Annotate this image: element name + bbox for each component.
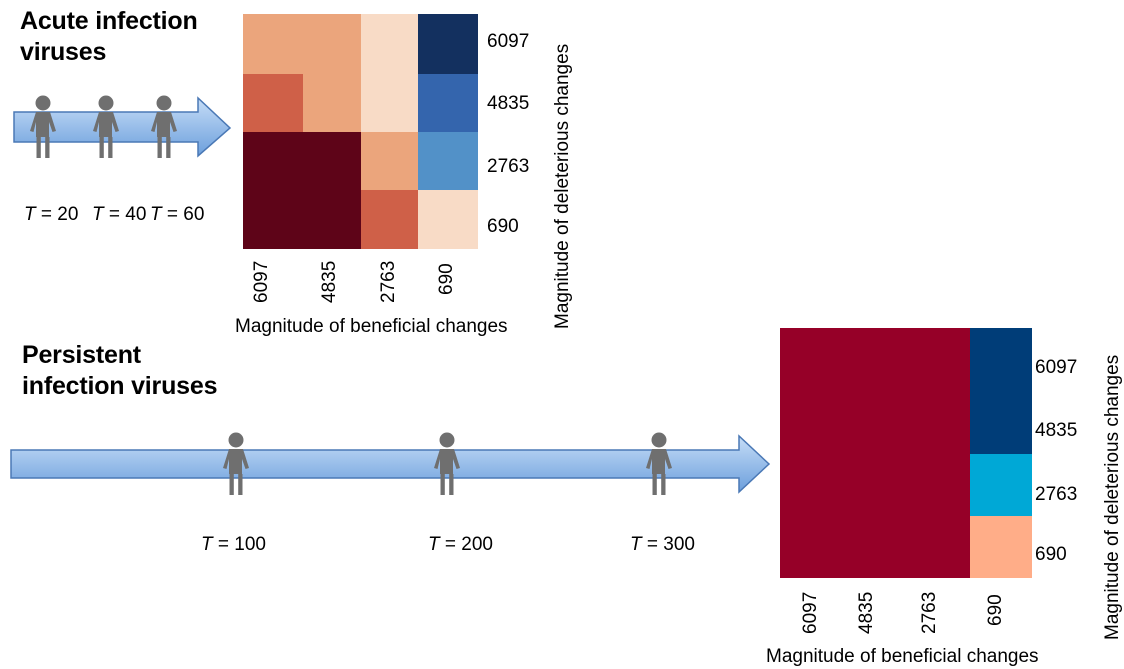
acute-heatmap-cell-x690-y4835	[418, 74, 478, 132]
acute-heatmap-cell-x690-y2763	[418, 132, 478, 190]
persistent-xtick-4: 690	[985, 594, 1006, 626]
persistent-heatmap-cell-x4835-y690	[843, 516, 907, 578]
acute-time-label-2: T = 40	[92, 204, 146, 226]
persistent-heatmap-cell-x4835-y6097	[843, 328, 907, 391]
persistent-person-icon-1	[222, 432, 250, 501]
persistent-title: Persistent infection viruses	[22, 340, 217, 402]
acute-title: Acute infection viruses	[20, 6, 198, 68]
acute-ytick-4: 690	[487, 216, 519, 237]
persistent-heatmap-cell-x6097-y690	[780, 516, 843, 578]
acute-ytick-2: 4835	[487, 93, 530, 114]
persistent-heatmap-cell-x2763-y690	[907, 516, 970, 578]
persistent-xlabel: Magnitude of beneficial changes	[766, 646, 1039, 667]
persistent-time-value-3: = 300	[641, 534, 695, 555]
persistent-heatmap-cell-x2763-y6097	[907, 328, 970, 391]
acute-time-var-2: T	[92, 204, 104, 225]
acute-time-var-1: T	[24, 204, 36, 225]
persistent-heatmap-cell-x690-y2763	[970, 454, 1032, 516]
acute-heatmap-cell-x6097-y4835	[243, 74, 303, 132]
acute-xtick-3: 2763	[378, 260, 399, 303]
persistent-xtick-1: 6097	[800, 591, 821, 634]
acute-heatmap-cell-x2763-y4835	[361, 74, 418, 132]
acute-heatmap-cell-x2763-y690	[361, 190, 418, 249]
persistent-heatmap-cell-x6097-y6097	[780, 328, 843, 391]
acute-person-icon-1	[29, 95, 57, 164]
acute-heatmap-cell-x6097-y2763	[243, 132, 303, 190]
acute-heatmap-cell-x690-y690	[418, 190, 478, 249]
acute-time-value-2: = 40	[103, 204, 147, 225]
persistent-ytick-2: 4835	[1035, 420, 1078, 441]
persistent-time-var-3: T	[630, 534, 642, 555]
acute-time-label-3: T = 60	[150, 204, 204, 226]
persistent-heatmap-cell-x690-y4835	[970, 391, 1032, 454]
acute-xlabel: Magnitude of beneficial changes	[235, 316, 508, 337]
acute-heatmap-cell-x4835-y690	[303, 190, 361, 249]
persistent-heatmap-cell-x2763-y4835	[907, 391, 970, 454]
acute-title-line1: Acute infection	[20, 7, 198, 35]
acute-heatmap-cell-x6097-y690	[243, 190, 303, 249]
persistent-heatmap-cell-x4835-y4835	[843, 391, 907, 454]
persistent-time-var-1: T	[201, 534, 213, 555]
acute-heatmap-cell-x2763-y2763	[361, 132, 418, 190]
acute-ylabel: Magnitude of deleterious changes	[552, 43, 573, 329]
acute-heatmap	[243, 14, 478, 249]
persistent-time-label-1: T = 100	[201, 534, 266, 556]
persistent-xtick-3: 2763	[919, 591, 940, 634]
persistent-xtick-2: 4835	[856, 591, 877, 634]
persistent-heatmap-cell-x6097-y4835	[780, 391, 843, 454]
acute-ytick-1: 6097	[487, 31, 530, 52]
acute-heatmap-cell-x4835-y2763	[303, 132, 361, 190]
acute-xtick-2: 4835	[319, 260, 340, 303]
persistent-person-icon-3	[645, 432, 673, 501]
acute-ytick-3: 2763	[487, 156, 530, 177]
acute-time-value-3: = 60	[161, 204, 205, 225]
acute-heatmap-cell-x4835-y6097	[303, 14, 361, 74]
acute-title-line2: viruses	[20, 38, 107, 66]
acute-person-icon-3	[150, 95, 178, 164]
persistent-heatmap-cell-x6097-y2763	[780, 454, 843, 516]
persistent-heatmap-cell-x690-y690	[970, 516, 1032, 578]
persistent-person-icon-2	[433, 432, 461, 501]
persistent-time-value-1: = 100	[212, 534, 266, 555]
acute-person-icon-2	[92, 95, 120, 164]
persistent-ytick-1: 6097	[1035, 357, 1078, 378]
persistent-title-line1: Persistent	[22, 341, 141, 369]
persistent-ytick-4: 690	[1035, 544, 1067, 565]
acute-heatmap-cell-x6097-y6097	[243, 14, 303, 74]
acute-time-var-3: T	[150, 204, 162, 225]
persistent-time-value-2: = 200	[439, 534, 493, 555]
persistent-ylabel: Magnitude of deleterious changes	[1102, 354, 1123, 640]
acute-time-label-1: T = 20	[24, 204, 78, 226]
acute-time-arrow	[13, 96, 232, 158]
persistent-time-label-3: T = 300	[630, 534, 695, 556]
acute-time-value-1: = 20	[35, 204, 79, 225]
persistent-heatmap-cell-x2763-y2763	[907, 454, 970, 516]
persistent-ytick-3: 2763	[1035, 484, 1078, 505]
acute-heatmap-cell-x4835-y4835	[303, 74, 361, 132]
persistent-heatmap-cell-x4835-y2763	[843, 454, 907, 516]
acute-xtick-4: 690	[436, 263, 457, 295]
acute-heatmap-cell-x690-y6097	[418, 14, 478, 74]
persistent-title-line2: infection viruses	[22, 372, 218, 400]
acute-xtick-1: 6097	[251, 260, 272, 303]
persistent-time-var-2: T	[428, 534, 440, 555]
persistent-time-label-2: T = 200	[428, 534, 493, 556]
persistent-time-arrow	[10, 434, 771, 494]
persistent-heatmap-cell-x690-y6097	[970, 328, 1032, 391]
persistent-heatmap	[780, 328, 1032, 578]
acute-heatmap-cell-x2763-y6097	[361, 14, 418, 74]
